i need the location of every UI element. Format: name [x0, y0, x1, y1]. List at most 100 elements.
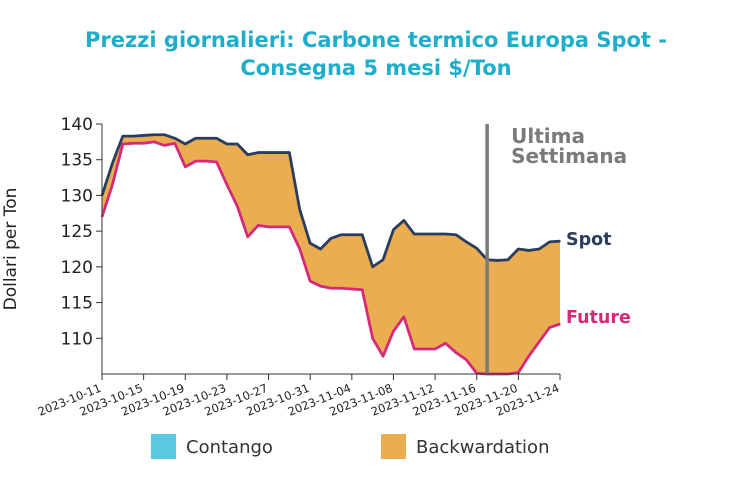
legend-swatch-contango — [151, 434, 176, 459]
last-week-label-line2: Settimana — [511, 144, 627, 168]
future-point — [246, 236, 249, 238]
spot-point — [548, 241, 551, 243]
future-point — [351, 288, 353, 290]
y-tick-label: 140 — [61, 115, 93, 135]
spot-point — [205, 137, 207, 140]
future-point — [163, 144, 166, 147]
spot-point — [517, 248, 520, 250]
spot-point — [319, 248, 322, 250]
spot-point — [257, 151, 259, 154]
future-point — [527, 355, 530, 357]
future-point — [257, 224, 259, 227]
legend-label-backwardation: Backwardation — [416, 437, 549, 458]
spot-point — [403, 219, 405, 222]
future-point — [122, 143, 124, 145]
spot-point — [392, 228, 395, 231]
spot-point — [371, 266, 374, 268]
future-point — [413, 348, 416, 350]
spot-point — [559, 240, 561, 242]
future-point — [226, 183, 228, 186]
future-point — [465, 358, 468, 361]
future-point — [371, 337, 374, 340]
future-point — [455, 351, 457, 354]
future-point — [132, 142, 135, 145]
future-point — [267, 226, 270, 228]
spot-point — [298, 208, 301, 211]
future-point — [309, 280, 311, 282]
spot-point — [527, 249, 530, 252]
future-point — [174, 142, 176, 145]
future-point — [444, 342, 447, 345]
last-week-label-line1: Ultima — [511, 124, 585, 148]
spot-point — [194, 137, 197, 140]
spot-point — [361, 233, 364, 236]
legend-swatch-backwardation — [381, 434, 406, 459]
spot-point — [132, 135, 135, 137]
spot-point — [455, 233, 457, 236]
spot-point — [507, 258, 509, 261]
future-point — [403, 316, 405, 318]
future-point — [298, 248, 301, 250]
future-point — [548, 326, 551, 329]
spot-point — [288, 151, 291, 154]
spot-point — [475, 247, 478, 250]
future-point — [434, 348, 436, 350]
spot-point — [538, 248, 540, 250]
y-tick-label: 125 — [61, 222, 93, 242]
future-point — [559, 323, 561, 325]
future-point — [111, 183, 114, 186]
spot-point — [423, 233, 426, 235]
spot-point — [142, 134, 145, 137]
spot-point — [413, 233, 416, 235]
area-fills — [102, 134, 560, 374]
spot-point — [226, 143, 228, 145]
spot-point — [174, 137, 176, 140]
legend-label-contango: Contango — [186, 437, 273, 458]
spot-point — [382, 258, 384, 261]
y-tick-label: 110 — [61, 329, 93, 349]
future-point — [361, 288, 364, 291]
future-point — [205, 160, 207, 162]
spot-point — [153, 133, 155, 136]
future-point — [194, 160, 197, 162]
y-tick-label: 120 — [61, 258, 93, 278]
future-point — [236, 205, 239, 207]
spot-point — [184, 143, 187, 145]
future-point — [142, 142, 145, 145]
spot-point — [278, 151, 280, 154]
future-point — [184, 166, 187, 168]
spot-point — [246, 153, 249, 156]
spot-point — [215, 137, 218, 140]
future-point — [423, 348, 426, 350]
y-axis-label: Dollari per Ton — [1, 188, 21, 311]
backwardation-area — [102, 134, 560, 374]
future-series-label: Future — [566, 308, 631, 328]
future-point — [330, 287, 332, 290]
future-point — [319, 285, 322, 287]
spot-point — [236, 143, 239, 145]
chart-title-line1: Prezzi giornalieri: Carbone termico Euro… — [85, 28, 667, 52]
spot-point — [267, 151, 270, 154]
spot-series-label: Spot — [566, 230, 612, 250]
spot-point — [434, 233, 436, 235]
future-point — [538, 341, 540, 343]
spot-point — [163, 133, 166, 136]
spot-point — [122, 135, 124, 137]
legend: Contango Backwardation — [151, 434, 549, 459]
future-point — [288, 226, 291, 228]
y-tick-label: 130 — [61, 186, 93, 206]
future-point — [517, 371, 520, 374]
spot-point — [465, 241, 468, 243]
y-tick-label: 115 — [61, 294, 93, 314]
future-point — [340, 287, 343, 290]
future-point — [392, 330, 395, 332]
future-point — [382, 355, 384, 357]
spot-point — [340, 233, 343, 236]
spot-point — [111, 162, 114, 165]
future-point — [153, 141, 155, 143]
spot-point — [330, 237, 332, 240]
y-tick-label: 135 — [61, 151, 93, 171]
spot-point — [444, 233, 447, 235]
future-point — [215, 161, 218, 163]
